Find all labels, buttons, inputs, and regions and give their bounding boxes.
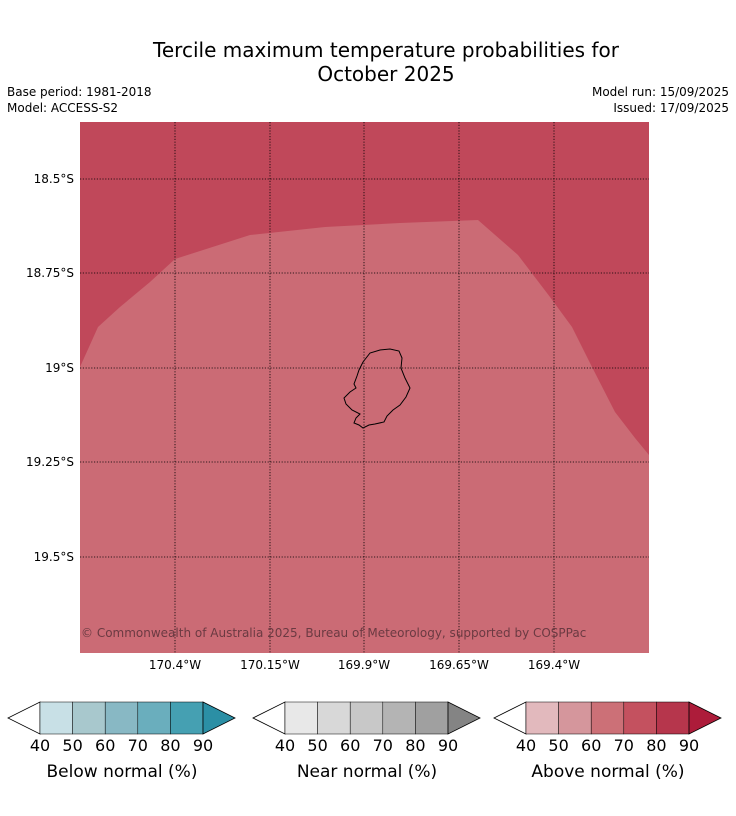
- colorbar-tick-label: 50: [307, 736, 328, 755]
- colorbar-segment: [284, 701, 318, 735]
- map-canvas: © Commonwealth of Australia 2025, Bureau…: [80, 122, 649, 653]
- zone-above-60-70: [80, 220, 649, 653]
- colorbar-tick-label: 90: [678, 736, 700, 755]
- lon-label: 170.4°W: [148, 658, 202, 672]
- colorbar-tick-label: 80: [160, 736, 181, 755]
- colorbar-max-extend: [688, 701, 722, 735]
- colorbar-segment: [170, 701, 204, 735]
- colorbar-tick-label: 80: [646, 736, 667, 755]
- colorbar-tick-label: 50: [62, 736, 83, 755]
- lat-label: 19°S: [45, 361, 74, 375]
- map-panel: © Commonwealth of Australia 2025, Bureau…: [80, 122, 649, 653]
- colorbar-tick-label: 40: [29, 736, 51, 755]
- colorbar-title: Above normal (%): [531, 762, 685, 782]
- lon-label: 170.15°W: [240, 658, 300, 672]
- colorbar-segment: [656, 701, 690, 735]
- title-line-1: Tercile maximum temperature probabilitie…: [153, 38, 619, 62]
- colorbar-segment: [349, 701, 384, 735]
- base-period-text: Base period: 1981-2018: [7, 85, 152, 99]
- colorbar-segment: [525, 701, 559, 735]
- colorbar-segment: [72, 701, 106, 735]
- lon-label: 169.4°W: [527, 658, 581, 672]
- colorbar-tick-label: 70: [372, 736, 393, 755]
- colorbar-min-extend: [493, 701, 527, 735]
- meta-left: Base period: 1981-2018 Model: ACCESS-S2: [7, 84, 152, 116]
- colorbar-segment: [317, 701, 351, 735]
- title-line-2: October 2025: [317, 62, 455, 86]
- colorbar-segment: [39, 701, 73, 735]
- colorbar: [493, 701, 722, 735]
- map-title: Tercile maximum temperature probabilitie…: [0, 38, 736, 86]
- gridlines: [80, 122, 649, 653]
- colorbar-tick-label: 60: [95, 736, 116, 755]
- lon-label: 169.9°W: [337, 658, 391, 672]
- colorbar-min-extend: [252, 701, 286, 735]
- colorbar-tick-label: 50: [548, 736, 569, 755]
- colorbar-segment: [382, 701, 416, 735]
- colorbar-tick-label: 90: [192, 736, 214, 755]
- lat-label: 18.75°S: [26, 266, 74, 280]
- colorbar-title: Near normal (%): [296, 762, 438, 782]
- colorbar-tick-label: 40: [274, 736, 296, 755]
- colorbar-max-extend: [447, 701, 481, 735]
- colorbar-tick-label: 70: [127, 736, 148, 755]
- colorbar-segment: [137, 701, 171, 735]
- copyright-text: © Commonwealth of Australia 2025, Bureau…: [81, 626, 586, 640]
- niue-coastline: [343, 348, 411, 429]
- colorbar-tick-label: 60: [340, 736, 361, 755]
- colorbar-title: Below normal (%): [46, 762, 198, 782]
- colorbar-tick-label: 60: [581, 736, 602, 755]
- model-run-text: Model run: 15/09/2025: [591, 85, 729, 99]
- colorbar-tick-label: 40: [515, 736, 537, 755]
- meta-right: Model run: 15/09/2025 Issued: 17/09/2025: [592, 84, 729, 116]
- colorbar-tick-label: 80: [405, 736, 426, 755]
- model-text: Model: ACCESS-S2: [7, 101, 119, 115]
- colorbar-min-extend: [7, 701, 41, 735]
- colorbar-tick-label: 70: [613, 736, 634, 755]
- colorbar-segment: [415, 701, 449, 735]
- colorbar: [7, 701, 236, 735]
- colorbar-segment: [104, 701, 139, 735]
- colorbar: [252, 701, 481, 735]
- colorbar-segment: [590, 701, 625, 735]
- lon-label: 169.65°W: [429, 658, 489, 672]
- lat-label: 19.5°S: [33, 550, 74, 564]
- colorbar-segment: [623, 701, 657, 735]
- lat-label: 18.5°S: [33, 172, 74, 186]
- colorbar-tick-label: 90: [437, 736, 459, 755]
- colorbar-segment: [558, 701, 592, 735]
- lat-label: 19.25°S: [26, 455, 74, 469]
- issued-text: Issued: 17/09/2025: [613, 101, 729, 115]
- colorbar-max-extend: [202, 701, 236, 735]
